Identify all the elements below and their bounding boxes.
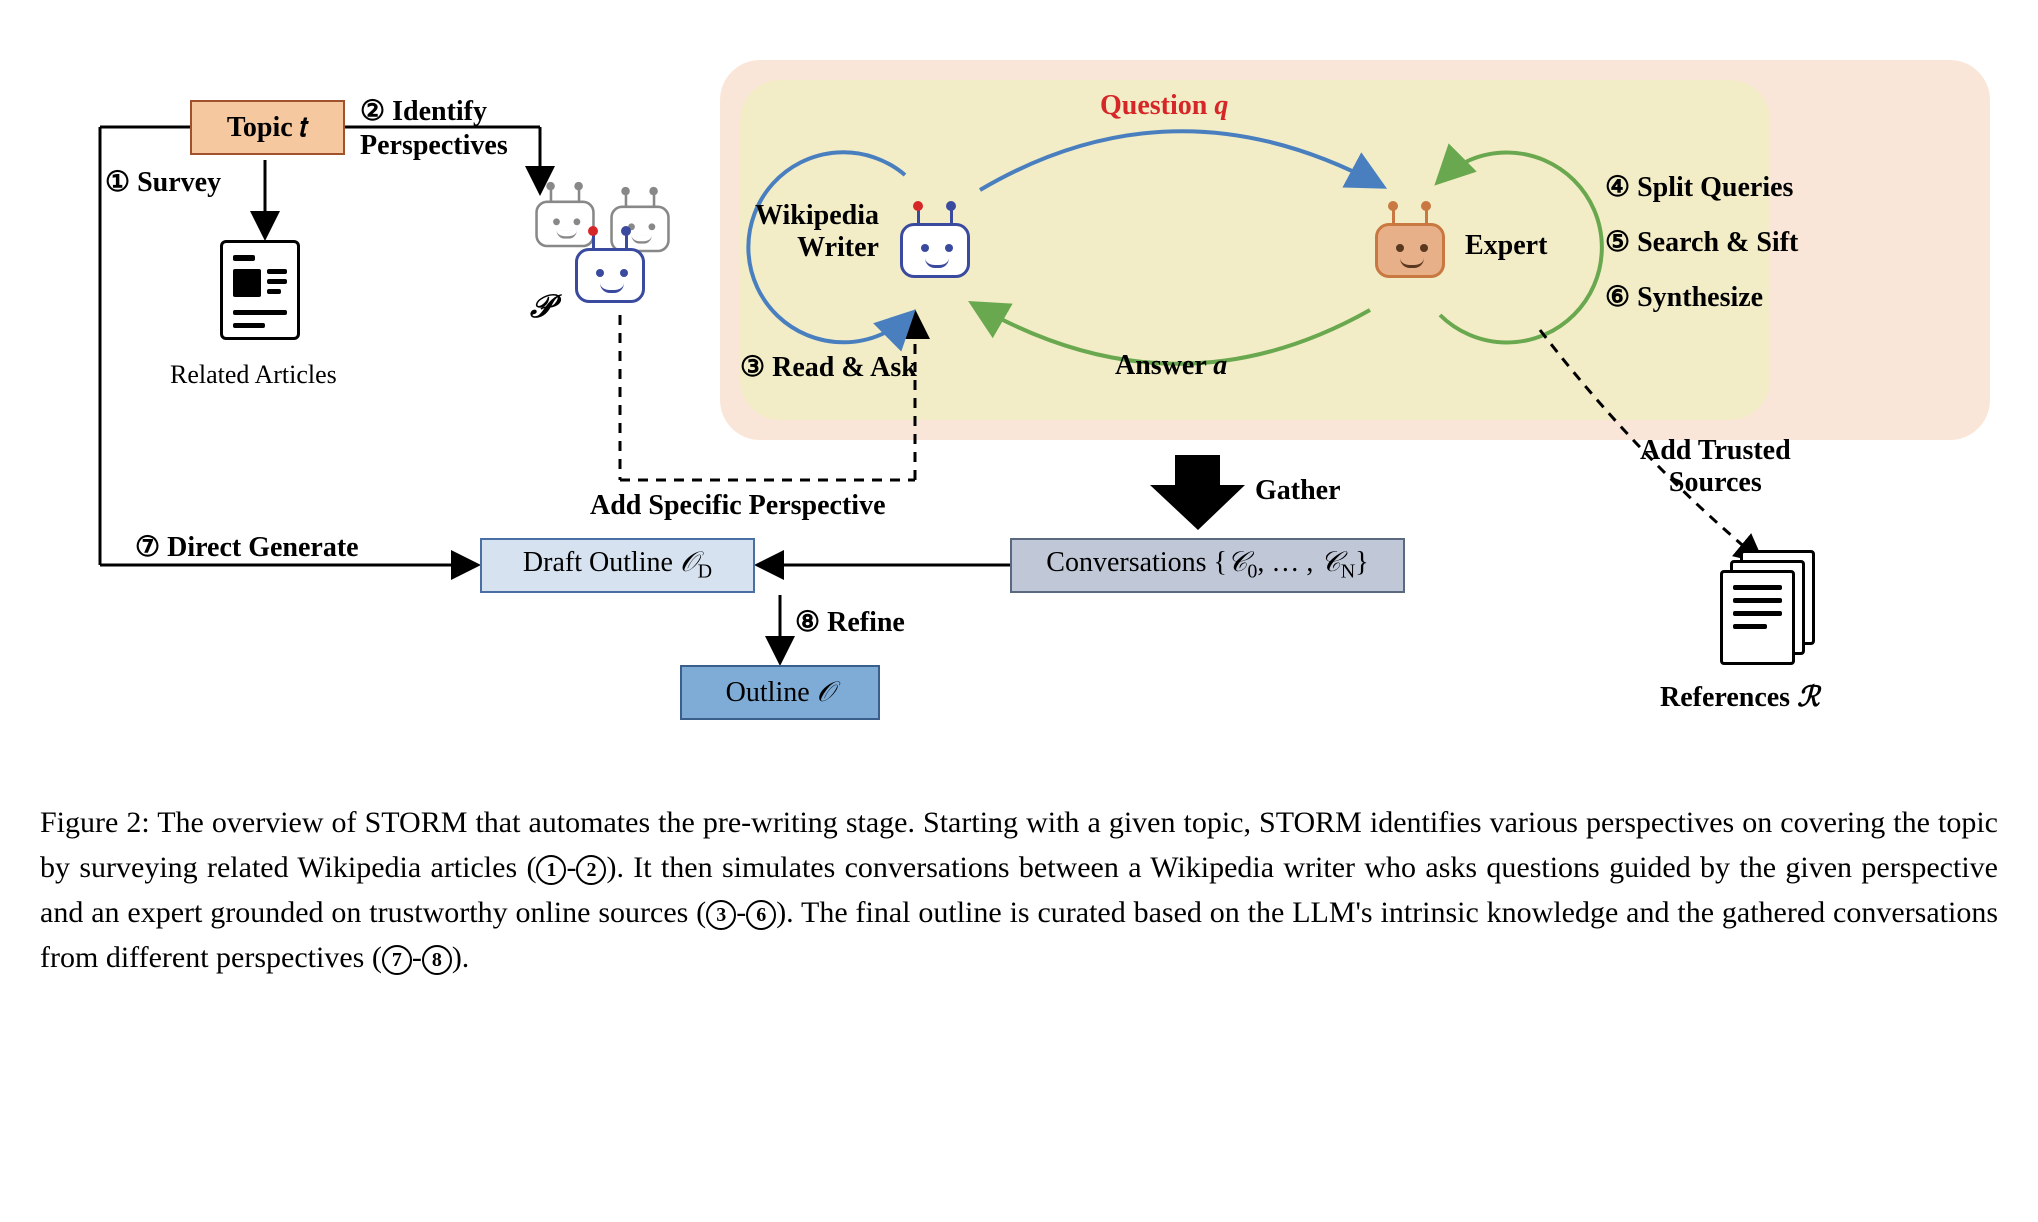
- step-1-survey: ① Survey: [105, 165, 221, 199]
- related-articles-label: Related Articles: [170, 360, 337, 390]
- circled-8: 8: [422, 945, 452, 975]
- step-6-synth: ⑥ Synthesize: [1605, 280, 1763, 314]
- step-3-read-ask: ③ Read & Ask: [740, 350, 917, 384]
- caption-suffix: ).: [452, 941, 470, 974]
- topic-label: Topic 𝑡: [227, 112, 308, 144]
- circled-7: 7: [382, 945, 412, 975]
- circled-3: 3: [706, 900, 736, 930]
- expert-robot: [1370, 195, 1450, 285]
- step-8-refine: ⑧ Refine: [795, 605, 905, 639]
- outline-label: Outline 𝒪: [726, 677, 835, 709]
- draft-outline-label: Draft Outline 𝒪D: [523, 547, 712, 584]
- expert-label: Expert: [1465, 230, 1547, 262]
- step-5-search: ⑤ Search & Sift: [1605, 225, 1798, 259]
- circled-1: 1: [536, 855, 566, 885]
- figure-caption: Figure 2: The overview of STORM that aut…: [40, 800, 1998, 980]
- step-2-text: ② IdentifyPerspectives: [360, 96, 508, 161]
- step-4-split: ④ Split Queries: [1605, 170, 1793, 204]
- circled-2: 2: [576, 855, 606, 885]
- topic-node: Topic 𝑡: [190, 100, 345, 155]
- references-icon: [1720, 550, 1820, 670]
- storm-diagram: Topic 𝑡 ① Survey ② IdentifyPerspectives …: [40, 40, 1998, 760]
- outline-node: Outline 𝒪: [680, 665, 880, 720]
- answer-label: Answer a: [1115, 350, 1227, 382]
- add-sources-label: Add TrustedSources: [1640, 435, 1791, 499]
- add-perspective-label: Add Specific Perspective: [590, 490, 886, 522]
- gather-label: Gather: [1255, 475, 1341, 507]
- article-page: [220, 240, 300, 340]
- wikipedia-writer-robot: [895, 195, 975, 285]
- wikipedia-writer-label: WikipediaWriter: [755, 200, 879, 264]
- perspective-robot-blue: [570, 220, 650, 310]
- circled-6: 6: [746, 900, 776, 930]
- references-label: References ℛ: [1660, 680, 1819, 714]
- draft-outline-node: Draft Outline 𝒪D: [480, 538, 755, 593]
- conversations-node: Conversations {𝒞0, … , 𝒞N}: [1010, 538, 1405, 593]
- question-label: Question q: [1100, 90, 1228, 122]
- related-articles-icon: [220, 240, 310, 350]
- conversations-label: Conversations {𝒞0, … , 𝒞N}: [1046, 547, 1368, 584]
- step-7-direct: ⑦ Direct Generate: [135, 530, 359, 564]
- perspectives-symbol: 𝒫: [530, 288, 553, 326]
- step-2-identify: ② IdentifyPerspectives: [360, 95, 560, 162]
